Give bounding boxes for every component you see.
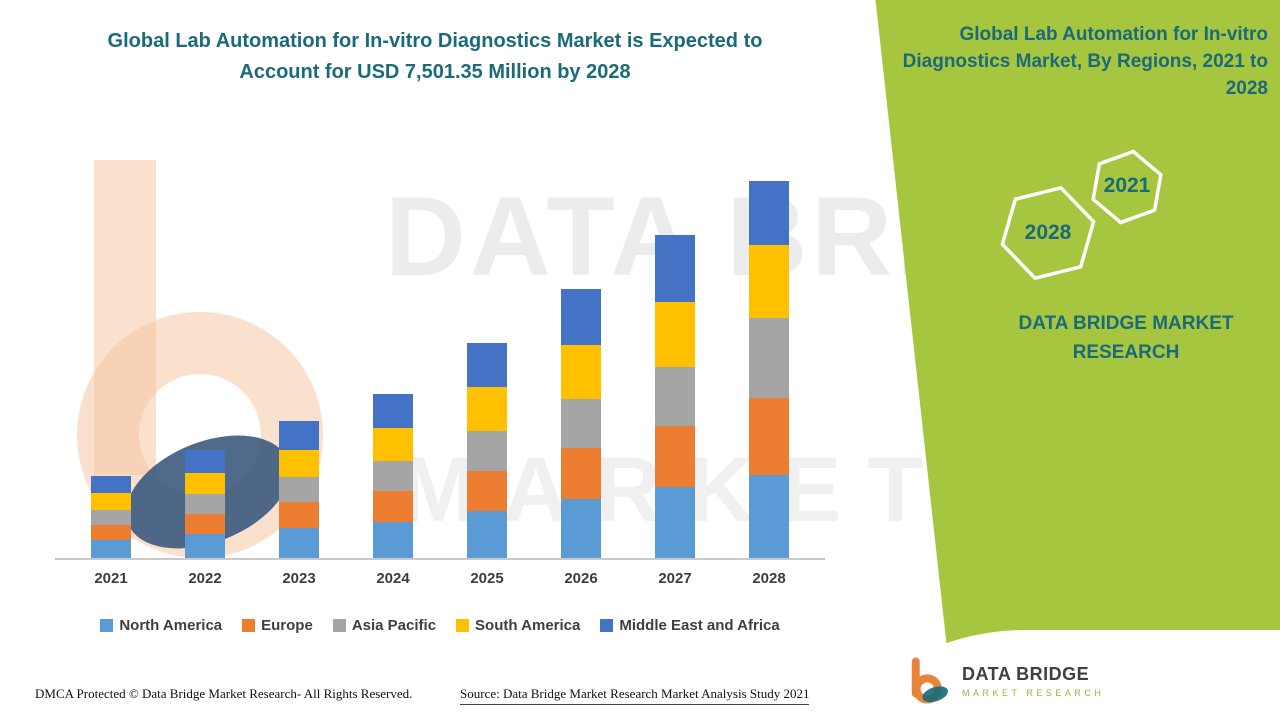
bar-segment-middle-east-and-africa-2025 — [467, 343, 507, 388]
bar-segment-europe-2021 — [91, 524, 131, 540]
chart-title: Global Lab Automation for In-vitro Diagn… — [107, 30, 763, 83]
bar-segment-north-america-2026 — [561, 498, 601, 558]
bar-segment-north-america-2028 — [749, 475, 789, 558]
legend-item-middle-east-and-africa: Middle East and Africa — [600, 617, 780, 634]
bar-segment-europe-2027 — [655, 426, 695, 487]
bar-segment-north-america-2022 — [185, 534, 225, 558]
bar-segment-south-america-2026 — [561, 344, 601, 399]
x-axis-label-2027: 2027 — [658, 570, 692, 587]
x-axis-label-2021: 2021 — [94, 570, 128, 587]
bar-group-2024: 2024 — [373, 394, 413, 587]
bar-group-2028: 2028 — [749, 181, 789, 587]
hexagon-label-2028: 2028 — [1024, 221, 1072, 244]
bar-segment-south-america-2028 — [749, 245, 789, 318]
legend-item-north-america: North America — [100, 617, 222, 634]
side-panel-title: Global Lab Automation for In-vitro Diagn… — [902, 24, 1268, 99]
logo-subtitle: MARKET RESEARCH — [962, 688, 1105, 698]
bar-segment-asia-pacific-2025 — [467, 430, 507, 471]
bar-segment-asia-pacific-2028 — [749, 317, 789, 399]
bar-group-2022: 2022 — [185, 449, 225, 587]
chart-plot-area: 2021 2022 2023 2024 2025 2026 2027 2028 — [55, 168, 825, 587]
hexagon-2028-outline — [1000, 185, 1096, 281]
bar-segment-europe-2024 — [373, 491, 413, 522]
bar-segment-middle-east-and-africa-2026 — [561, 289, 601, 345]
bar-segment-europe-2025 — [467, 470, 507, 511]
legend-item-south-america: South America — [456, 617, 580, 634]
bar-segment-middle-east-and-africa-2022 — [185, 449, 225, 473]
bar-group-2027: 2027 — [655, 234, 695, 587]
bar-segment-south-america-2025 — [467, 387, 507, 431]
legend-swatch — [332, 619, 346, 632]
hexagons-graphic — [1000, 149, 1163, 281]
databridge-logo-icon — [911, 657, 949, 704]
bar-group-2026: 2026 — [561, 289, 601, 587]
bar-segment-middle-east-and-africa-2028 — [749, 181, 789, 246]
bar-segment-south-america-2023 — [279, 449, 319, 478]
logo-area: DATA BRIDGE MARKET RESEARCH — [874, 630, 1280, 720]
bar-segment-south-america-2024 — [373, 427, 413, 461]
legend-swatch — [600, 619, 614, 632]
brand-text: DATA BRIDGE MARKET RESEARCH — [1018, 313, 1234, 363]
bar-segment-north-america-2027 — [655, 486, 695, 558]
bar-segment-europe-2026 — [561, 448, 601, 499]
legend-label: Middle East and Africa — [619, 617, 780, 634]
bar-plot: 2021 2022 2023 2024 2025 2026 2027 2028 — [55, 168, 825, 587]
x-axis-label-2022: 2022 — [188, 570, 222, 587]
legend-swatch — [456, 619, 470, 632]
bar-group-2021: 2021 — [91, 475, 131, 587]
legend-swatch — [242, 619, 256, 632]
chart-legend: North America Europe Asia Pacific South Ame… — [55, 617, 825, 634]
legend-label: South America — [475, 617, 581, 634]
bar-segment-middle-east-and-africa-2021 — [91, 475, 131, 494]
bar-group-2023: 2023 — [279, 420, 319, 587]
legend-item-europe: Europe — [242, 617, 313, 634]
bar-segment-north-america-2024 — [373, 521, 413, 558]
legend-label: Europe — [261, 617, 313, 634]
bar-segment-europe-2028 — [749, 398, 789, 476]
x-axis-label-2023: 2023 — [282, 570, 316, 587]
bar-segment-europe-2023 — [279, 502, 319, 528]
bar-segment-asia-pacific-2027 — [655, 367, 695, 427]
source-note: Source: Data Bridge Market Research Mark… — [460, 686, 810, 705]
logo-name: DATA BRIDGE — [962, 664, 1090, 684]
legend-item-asia-pacific: Asia Pacific — [332, 617, 437, 634]
bar-segment-asia-pacific-2024 — [373, 460, 413, 492]
bar-segment-south-america-2027 — [655, 301, 695, 368]
bar-group-2025: 2025 — [467, 343, 507, 587]
bar-segment-north-america-2025 — [467, 510, 507, 558]
bar-segment-middle-east-and-africa-2023 — [279, 420, 319, 450]
hexagon-2021-outline — [1091, 149, 1163, 225]
bar-segment-europe-2022 — [185, 514, 225, 535]
logo-text-block: DATA BRIDGE MARKET RESEARCH — [962, 664, 1104, 698]
bar-segment-asia-pacific-2021 — [91, 509, 131, 525]
x-axis-label-2024: 2024 — [376, 570, 410, 587]
bar-segment-asia-pacific-2023 — [279, 477, 319, 503]
bar-segment-north-america-2023 — [279, 527, 319, 558]
x-axis-label-2028: 2028 — [752, 570, 786, 587]
legend-label: Asia Pacific — [351, 617, 437, 634]
bar-segment-asia-pacific-2022 — [185, 494, 225, 515]
legend-label: North America — [119, 617, 223, 634]
x-axis-label-2025: 2025 — [470, 570, 504, 587]
dmca-notice: DMCA Protected © Data Bridge Market Rese… — [35, 686, 413, 701]
bar-segment-south-america-2021 — [91, 493, 131, 510]
legend-swatch — [100, 619, 114, 632]
hexagon-label-2021: 2021 — [1103, 174, 1151, 197]
x-axis-label-2026: 2026 — [564, 570, 598, 587]
bar-segment-north-america-2021 — [91, 539, 131, 558]
bar-segment-asia-pacific-2026 — [561, 398, 601, 449]
bar-segment-middle-east-and-africa-2024 — [373, 394, 413, 428]
bar-segment-middle-east-and-africa-2027 — [655, 234, 695, 302]
bar-segment-south-america-2022 — [185, 472, 225, 495]
